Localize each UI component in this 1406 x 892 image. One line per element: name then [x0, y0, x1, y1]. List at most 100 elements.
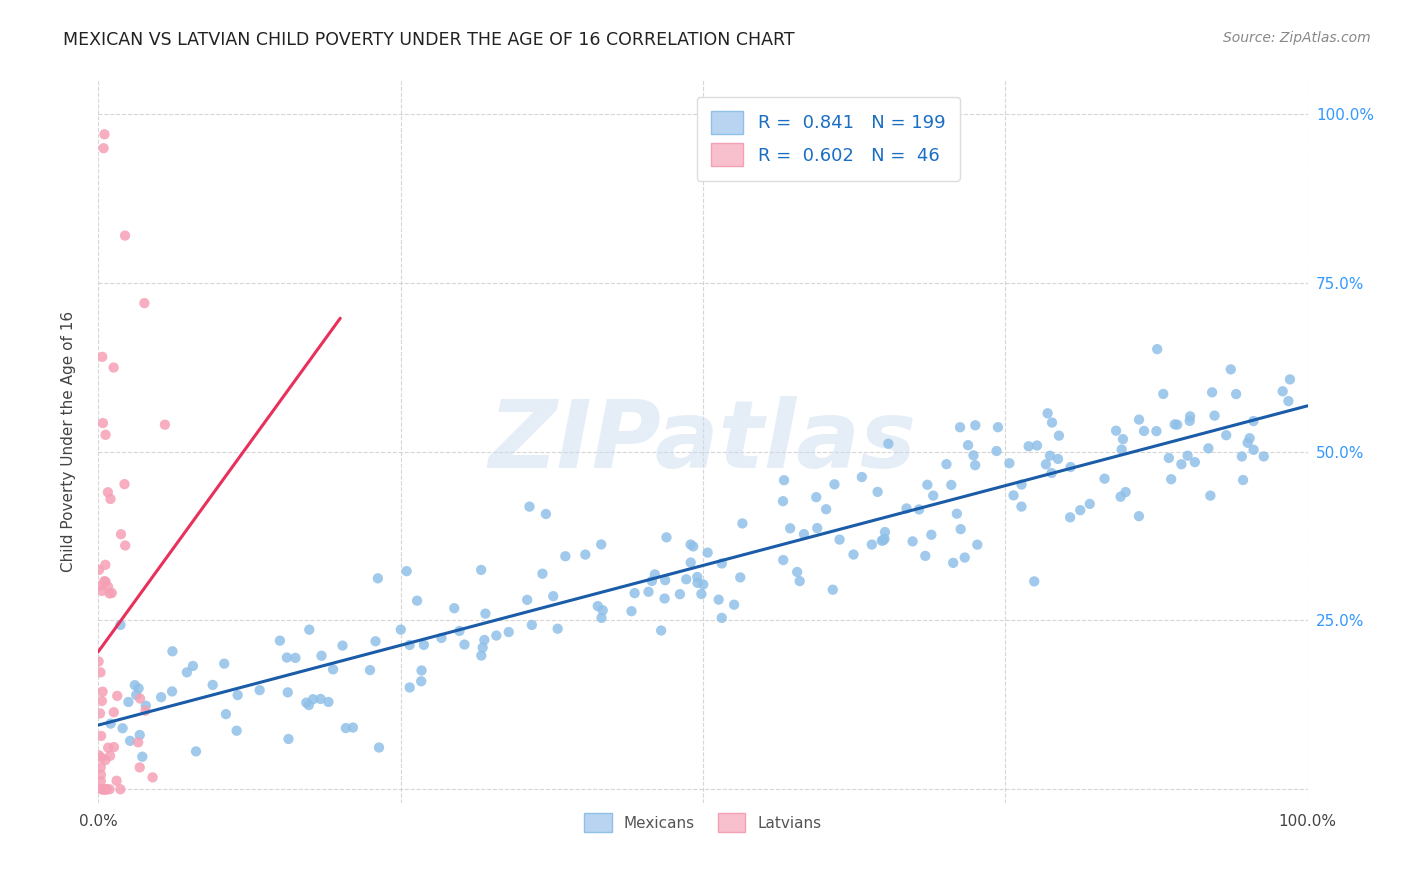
Point — [949, 420, 972, 434]
Text: Source: ZipAtlas.com: Source: ZipAtlas.com — [1223, 31, 1371, 45]
Point — [1243, 442, 1265, 457]
Point — [1011, 477, 1033, 491]
Point — [295, 696, 318, 710]
Point — [1232, 473, 1254, 487]
Point — [89, 665, 111, 680]
Point — [586, 599, 609, 614]
Point — [443, 601, 465, 615]
Point — [90, 579, 112, 593]
Point — [519, 500, 541, 514]
Point — [574, 548, 596, 562]
Point — [957, 438, 980, 452]
Point — [1094, 472, 1116, 486]
Point — [1197, 442, 1219, 456]
Point — [547, 622, 569, 636]
Point — [872, 533, 894, 548]
Point — [298, 623, 321, 637]
Point — [908, 502, 931, 516]
Point — [335, 721, 357, 735]
Point — [793, 527, 815, 541]
Legend: Mexicans, Latvians: Mexicans, Latvians — [578, 806, 828, 838]
Point — [90, 782, 112, 797]
Point — [114, 539, 136, 553]
Point — [620, 604, 643, 618]
Point — [773, 473, 796, 487]
Point — [1035, 458, 1057, 472]
Point — [485, 629, 508, 643]
Point — [1109, 490, 1132, 504]
Point — [1178, 414, 1201, 428]
Point — [1157, 450, 1180, 465]
Point — [534, 507, 557, 521]
Point — [322, 662, 344, 676]
Point — [129, 691, 152, 706]
Point — [922, 489, 945, 503]
Point — [1024, 574, 1046, 589]
Point — [789, 574, 811, 588]
Point — [914, 549, 936, 563]
Point — [367, 571, 389, 585]
Point — [212, 657, 235, 671]
Point — [98, 748, 121, 763]
Point — [90, 694, 112, 708]
Point — [1002, 488, 1025, 502]
Point — [359, 663, 381, 677]
Point — [1047, 452, 1070, 467]
Point — [686, 575, 709, 590]
Point — [398, 638, 420, 652]
Point — [966, 538, 988, 552]
Point — [87, 563, 110, 577]
Point — [637, 584, 659, 599]
Point — [692, 577, 714, 591]
Point — [554, 549, 576, 564]
Point — [1199, 489, 1222, 503]
Point — [91, 782, 114, 797]
Point — [309, 692, 332, 706]
Point — [226, 688, 249, 702]
Text: MEXICAN VS LATVIAN CHILD POVERTY UNDER THE AGE OF 16 CORRELATION CHART: MEXICAN VS LATVIAN CHILD POVERTY UNDER T… — [63, 31, 794, 49]
Point — [1215, 428, 1237, 442]
Point — [103, 705, 125, 719]
Point — [114, 477, 136, 491]
Point — [134, 296, 156, 310]
Point — [655, 530, 678, 544]
Point — [731, 516, 754, 531]
Point — [1178, 409, 1201, 424]
Point — [89, 706, 111, 721]
Point — [90, 583, 112, 598]
Point — [806, 490, 828, 504]
Point — [249, 683, 271, 698]
Point — [1144, 424, 1167, 438]
Point — [654, 573, 676, 587]
Point — [710, 557, 733, 571]
Point — [131, 749, 153, 764]
Point — [901, 534, 924, 549]
Point — [90, 750, 112, 764]
Point — [498, 625, 520, 640]
Point — [91, 684, 114, 698]
Point — [1018, 439, 1040, 453]
Point — [851, 470, 873, 484]
Point — [94, 753, 117, 767]
Point — [318, 695, 340, 709]
Point — [97, 740, 120, 755]
Point — [1164, 417, 1187, 432]
Point — [707, 592, 730, 607]
Point — [654, 591, 676, 606]
Point — [965, 458, 987, 473]
Point — [772, 553, 794, 567]
Point — [215, 707, 238, 722]
Point — [917, 477, 939, 491]
Point — [942, 556, 965, 570]
Point — [110, 618, 132, 632]
Point — [364, 634, 387, 648]
Point — [430, 631, 453, 645]
Point — [953, 550, 976, 565]
Point — [946, 507, 969, 521]
Point — [986, 444, 1008, 458]
Point — [342, 721, 364, 735]
Point — [105, 773, 128, 788]
Point — [90, 729, 112, 743]
Point — [779, 521, 801, 535]
Point — [311, 648, 333, 663]
